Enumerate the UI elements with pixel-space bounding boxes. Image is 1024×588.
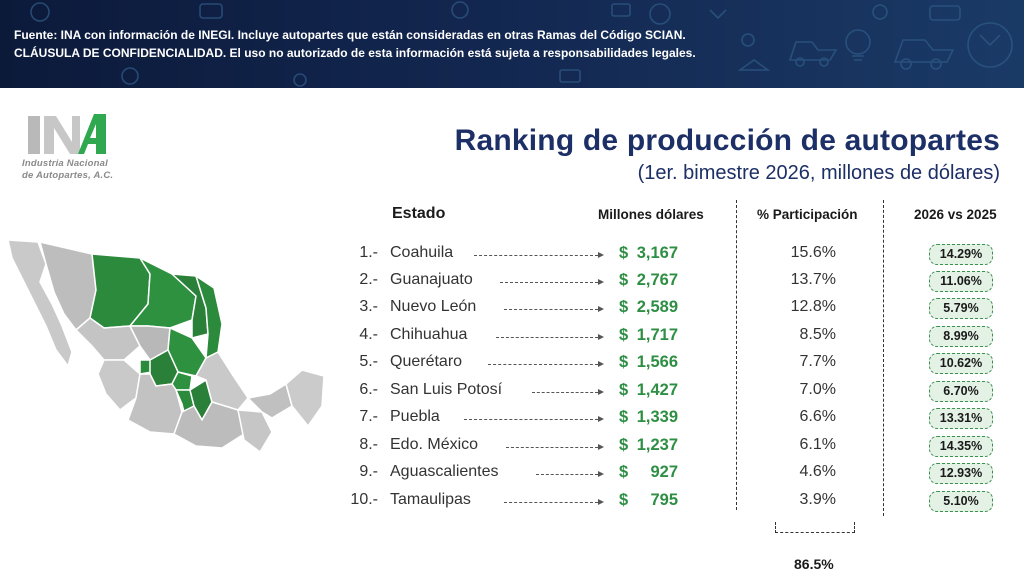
currency-symbol: $: [619, 353, 629, 371]
org-name-line1: Industria Nacional: [22, 158, 108, 169]
production-value: 1,717: [636, 326, 678, 344]
column-divider-right: [883, 200, 884, 516]
rank-number: 10.-: [350, 491, 378, 508]
change-badge: 13.31%: [929, 408, 993, 429]
production-value: 1,427: [636, 381, 678, 399]
change-badge: 6.70%: [929, 381, 993, 402]
production-value: 1,339: [636, 408, 678, 426]
dashed-arrow-icon: [504, 305, 604, 312]
automotive-pattern-icon: [30, 1, 1013, 87]
change-badge: 10.62%: [929, 353, 993, 374]
page-subtitle: (1er. bimestre 2026, millones de dólares…: [637, 162, 1000, 184]
share-value: 4.6%: [799, 463, 836, 480]
page-title: Ranking de producción de autopartes: [454, 124, 1000, 157]
share-value: 7.7%: [799, 353, 836, 370]
column-header-participacion: % Participación: [757, 207, 858, 222]
state-name: Edo. México: [390, 436, 479, 453]
share-value: 8.5%: [799, 326, 836, 343]
currency-symbol: $: [619, 381, 629, 399]
dashed-arrow-icon: [536, 470, 604, 477]
rank-number: 7.-: [359, 408, 378, 425]
column-divider-left: [736, 200, 737, 510]
total-bracket: [775, 522, 855, 533]
total-share: 86.5%: [794, 556, 834, 572]
rank-number: 5.-: [359, 353, 378, 370]
state-name: Querétaro: [390, 353, 463, 370]
change-badge: 5.10%: [929, 491, 993, 512]
table-row: 9.- Aguascalientes $ 927 4.6% 12.93%: [0, 463, 1024, 490]
table-row: 3.- Nuevo León $ 2,589 12.8% 5.79%: [0, 298, 1024, 325]
table-row: 5.- Querétaro $ 1,566 7.7% 10.62%: [0, 353, 1024, 380]
state-name: Puebla: [390, 408, 440, 425]
column-header-millones: Millones dólares: [598, 207, 704, 222]
production-value: 3,167: [636, 244, 678, 262]
confidentiality-text: CLÁUSULA DE CONFIDENCIALIDAD. El uso no …: [14, 46, 696, 60]
share-value: 15.6%: [790, 244, 836, 261]
production-value: 2,589: [636, 298, 678, 316]
source-text: Fuente: INA con información de INEGI. In…: [14, 28, 686, 42]
change-badge: 11.06%: [929, 271, 993, 292]
currency-symbol: $: [619, 244, 629, 262]
currency-symbol: $: [619, 436, 629, 454]
table-row: 2.- Guanajuato $ 2,767 13.7% 11.06%: [0, 271, 1024, 298]
share-value: 7.0%: [799, 381, 836, 398]
dashed-arrow-icon: [504, 498, 604, 505]
production-value: 1,566: [636, 353, 678, 371]
production-value: 927: [650, 463, 678, 481]
dashed-arrow-icon: [464, 415, 604, 422]
state-name: Tamaulipas: [390, 491, 471, 508]
change-badge: 14.29%: [929, 244, 993, 265]
dashed-arrow-icon: [474, 251, 604, 258]
currency-symbol: $: [619, 271, 629, 289]
ina-logo: Industria Nacional de Autopartes, A.C.: [22, 108, 142, 188]
column-header-variacion: 2026 vs 2025: [914, 207, 997, 222]
production-value: 2,767: [636, 271, 678, 289]
table-row: 4.- Chihuahua $ 1,717 8.5% 8.99%: [0, 326, 1024, 353]
share-value: 3.9%: [799, 491, 836, 508]
currency-symbol: $: [619, 408, 629, 426]
table-row: 7.- Puebla $ 1,339 6.6% 13.31%: [0, 408, 1024, 435]
change-badge: 12.93%: [929, 463, 993, 484]
state-name: Guanajuato: [390, 271, 473, 288]
rank-number: 8.-: [359, 436, 378, 453]
dashed-arrow-icon: [506, 443, 604, 450]
change-badge: 8.99%: [929, 326, 993, 347]
dashed-arrow-icon: [532, 388, 604, 395]
currency-symbol: $: [619, 298, 629, 316]
dashed-arrow-icon: [500, 278, 604, 285]
state-name: Coahuila: [390, 244, 454, 261]
dashed-arrow-icon: [496, 333, 604, 340]
state-name: Aguascalientes: [390, 463, 499, 480]
rank-number: 1.-: [359, 244, 378, 261]
share-value: 6.6%: [799, 408, 836, 425]
rank-number: 2.-: [359, 271, 378, 288]
change-badge: 5.79%: [929, 298, 993, 319]
production-value: 795: [650, 491, 678, 509]
production-value: 1,237: [636, 436, 678, 454]
rank-number: 3.-: [359, 298, 378, 315]
rank-number: 4.-: [359, 326, 378, 343]
table-row: 8.- Edo. México $ 1,237 6.1% 14.35%: [0, 436, 1024, 463]
column-header-estado: Estado: [392, 205, 446, 222]
table-row: 1.- Coahuila $ 3,167 15.6% 14.29%: [0, 244, 1024, 271]
state-name: Nuevo León: [390, 298, 477, 315]
source-banner: Fuente: INA con información de INEGI. In…: [0, 0, 1024, 88]
change-badge: 14.35%: [929, 436, 993, 457]
currency-symbol: $: [619, 463, 629, 481]
state-name: Chihuahua: [390, 326, 468, 343]
share-value: 6.1%: [799, 436, 836, 453]
dashed-arrow-icon: [488, 360, 604, 367]
ina-logo-icon: [28, 114, 106, 154]
currency-symbol: $: [619, 326, 629, 344]
org-name-line2: de Autopartes, A.C.: [22, 170, 114, 181]
currency-symbol: $: [619, 491, 629, 509]
mexico-map-icon: [7, 239, 325, 453]
rank-number: 9.-: [359, 463, 378, 480]
state-name: San Luis Potosí: [390, 381, 503, 398]
share-value: 13.7%: [790, 271, 836, 288]
table-row: 6.- San Luis Potosí $ 1,427 7.0% 6.70%: [0, 381, 1024, 408]
share-value: 12.8%: [790, 298, 836, 315]
table-row: 10.- Tamaulipas $ 795 3.9% 5.10%: [0, 491, 1024, 518]
rank-number: 6.-: [359, 381, 378, 398]
